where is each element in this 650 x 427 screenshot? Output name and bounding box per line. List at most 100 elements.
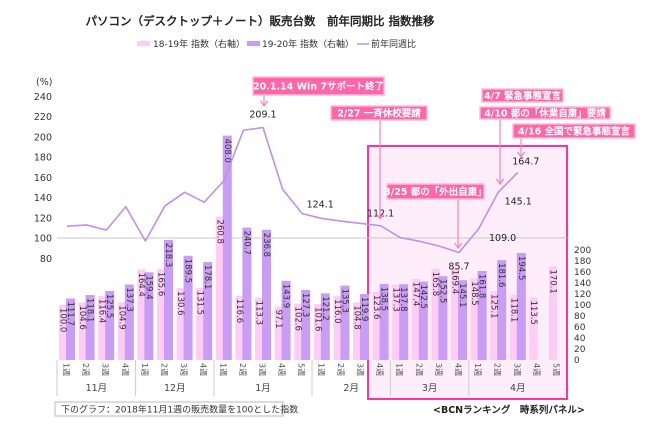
bar-18-19 <box>215 216 224 360</box>
bar-19-20 <box>262 229 271 360</box>
week-label: 3週 <box>179 363 188 376</box>
note-box <box>54 401 284 417</box>
bar-18-19 <box>235 295 244 360</box>
bar-label-18-19: 137.3 <box>391 287 401 311</box>
annotation-text: 4/10 都の「休業自粛」要請 <box>484 108 606 120</box>
bar-19-20 <box>379 283 389 360</box>
bar-label-18-19: 148.5 <box>469 281 479 305</box>
bar-18-19 <box>255 297 263 360</box>
annotation-text: 4/16 全国で緊急事態宣言 <box>518 126 631 138</box>
bar-18-19 <box>78 302 87 360</box>
bar-19-20 <box>516 253 526 360</box>
left-axis-tick-label: 100 <box>34 234 52 245</box>
bar-19-20 <box>301 289 311 360</box>
annotation-text: 20.1.14 Win 7サポート終了 <box>253 81 384 93</box>
bar-label-18-19: 123.6 <box>371 295 381 319</box>
week-label: 3週 <box>258 363 267 376</box>
week-label: 3週 <box>434 363 443 376</box>
chart-title: パソコン（デスクトップ＋ノート）販売台数 前年同期比 指数推移 <box>86 14 436 28</box>
bar-label-19-20: 143.9 <box>281 284 291 308</box>
right-axis-tick-label: 20 <box>574 345 586 355</box>
week-label: 1週 <box>62 363 71 376</box>
bar-label-18-19: 118.1 <box>508 298 518 322</box>
week-label: 4週 <box>120 363 129 376</box>
right-axis-tick-label: 0 <box>574 356 580 366</box>
bar-label-18-19: 170.1 <box>548 269 558 293</box>
legend-label-yoy: 前年同週比 <box>371 38 416 50</box>
annotation-text: 3/25 都の「外出自粛」 <box>384 186 487 198</box>
bar-label-18-19: 102.6 <box>293 307 303 331</box>
bar-label-18-19: 260.8 <box>214 220 224 244</box>
arrowhead-icon <box>454 242 462 250</box>
right-axis-tick-label: 200 <box>574 246 591 256</box>
week-label: 5週 <box>297 363 306 376</box>
week-label: 4週 <box>375 363 384 376</box>
bar-label-19-20: 135.3 <box>339 289 349 313</box>
annotation-box <box>512 123 636 139</box>
bar-18-19 <box>196 287 205 360</box>
week-label: 2週 <box>493 363 502 376</box>
week-label: 5週 <box>552 363 561 376</box>
bar-label-19-20: 152.5 <box>437 279 447 303</box>
bar-19-20 <box>105 290 115 360</box>
bar-18-19 <box>411 278 420 360</box>
bar-18-19 <box>333 296 342 360</box>
month-label: 1月 <box>255 383 271 394</box>
bar-label-18-19: 104.6 <box>77 305 87 329</box>
right-axis-tick-label: 180 <box>574 257 591 267</box>
bar-18-19 <box>313 304 322 360</box>
week-label: 2週 <box>238 363 247 376</box>
yoy-data-label: 85.7 <box>448 261 469 272</box>
bar-label-18-19: 147.4 <box>410 282 420 306</box>
bar-label-18-19: 164.4 <box>136 273 146 297</box>
arrowhead-icon <box>376 213 384 221</box>
bar-18-19 <box>392 284 401 360</box>
bar-label-19-20: 142.5 <box>418 285 428 309</box>
left-axis-unit: (%) <box>36 77 52 88</box>
bar-label-18-19: 97.1 <box>273 310 283 329</box>
bar-label-19-20: 159.4 <box>143 275 153 299</box>
legend: 18-19年 指数（右軸） 19-20年 指数（右軸） 前年同週比 <box>137 38 416 50</box>
bar-label-19-20: 125.5 <box>104 294 114 318</box>
week-label: 1週 <box>316 363 325 376</box>
week-label: 4週 <box>199 363 208 376</box>
left-axis-tick-label: 200 <box>34 132 52 143</box>
left-axis-tick-label: 140 <box>34 193 52 204</box>
yoy-line <box>66 126 519 254</box>
bars <box>59 135 557 360</box>
right-axis-tick-label: 100 <box>574 301 591 311</box>
bar-label-18-19: 116.0 <box>332 299 342 323</box>
annotation-box <box>386 183 485 200</box>
week-label: 4週 <box>277 363 286 376</box>
week-label: 4週 <box>454 363 463 376</box>
bar-label-18-19: 116.4 <box>97 299 107 323</box>
bar-label-18-19: 116.6 <box>234 299 244 323</box>
bar-label-18-19: 131.5 <box>195 291 205 315</box>
bar-19-20 <box>203 262 213 360</box>
month-label: 4月 <box>510 383 526 394</box>
yoy-data-label: 209.1 <box>249 110 276 121</box>
week-label: 3週 <box>356 363 365 376</box>
bar-label-19-20: 145.1 <box>457 283 467 307</box>
bar-label-19-20: 218.3 <box>163 243 173 267</box>
bar-labels: 100.0 104.6 116.4 104.9 164.4 165.6 130.6 131.5… <box>58 139 558 333</box>
right-axis-tick-label: 80 <box>574 312 586 322</box>
week-label: 2週 <box>81 363 90 376</box>
bar-label-19-20: 118.1 <box>85 298 95 322</box>
bar-19-20 <box>164 239 173 360</box>
bar-label-19-20: 178.1 <box>202 265 212 289</box>
yoy-data-label: 145.1 <box>505 196 532 207</box>
bar-19-20 <box>438 276 448 360</box>
right-axis-tick-label: 160 <box>574 268 591 278</box>
bar-19-20 <box>85 295 95 360</box>
bar-18-19 <box>470 278 479 360</box>
legend-label-19-20: 19-20年 指数（右軸） <box>262 38 354 50</box>
bar-label-18-19: 125.1 <box>489 294 499 318</box>
left-axis-tick-label: 80 <box>40 254 52 265</box>
bar-label-19-20: 236.8 <box>261 233 271 257</box>
bar-18-19 <box>549 266 557 360</box>
bar-19-20 <box>418 281 428 360</box>
week-label: 1週 <box>395 363 404 376</box>
bar-label-19-20: 189.5 <box>183 259 193 283</box>
annotations: 20.1.14 Win 7サポート終了 2/27 一斉休校要請 3/25 都の「外出… <box>252 76 636 250</box>
